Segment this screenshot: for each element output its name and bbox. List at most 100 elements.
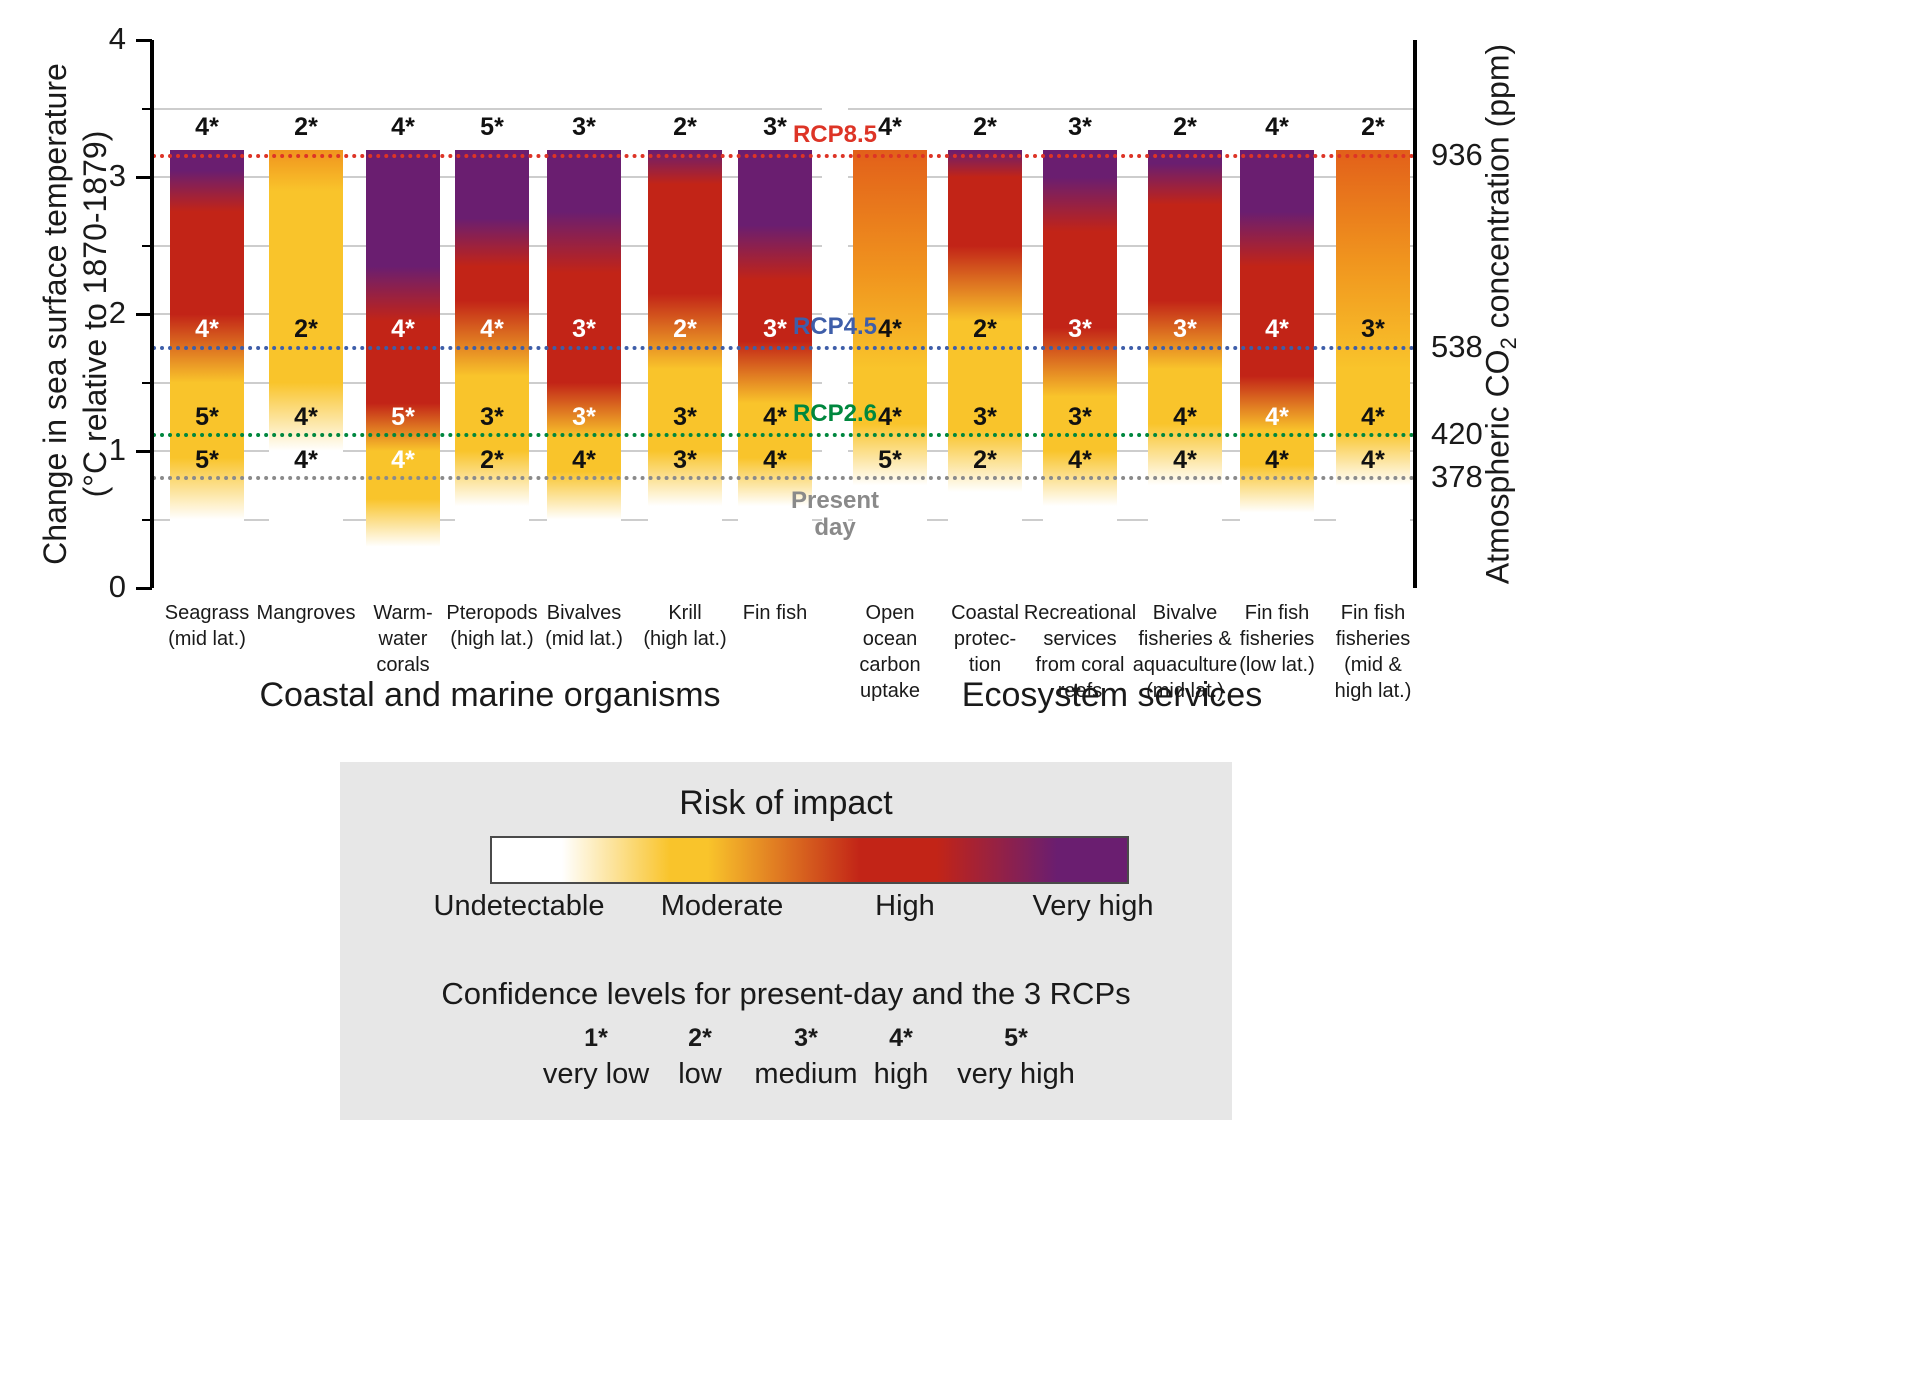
confidence-label: 4* — [1173, 445, 1197, 474]
legend-label-undetectable: Undetectable — [433, 890, 605, 922]
bar-coastal-protec-tion: 2* 2* 3* 2* — [948, 40, 1022, 588]
group-label-organisms: Coastal and marine organisms — [259, 676, 721, 714]
x-axis-label-line: Mangroves — [256, 602, 356, 624]
rcp-label: RCP4.5 — [792, 313, 878, 341]
confidence-label: 3* — [973, 403, 997, 432]
confidence-label: 4* — [1265, 112, 1289, 141]
rcp-label-line: Present — [790, 487, 880, 515]
rcp-line-present-day — [152, 476, 1415, 481]
x-axis-label-line: Coastal — [951, 602, 1019, 624]
confidence-label: 4* — [878, 315, 902, 344]
x-axis-label: Coastal protec-tion — [951, 600, 1019, 678]
bar-bivalves-mid-lat-: 3* 3* 3* 4* — [547, 40, 621, 588]
y-axis-major-tick — [136, 175, 152, 179]
confidence-label: 5* — [480, 112, 504, 141]
confidence-label: 3* — [1068, 315, 1092, 344]
confidence-label: 4* — [878, 112, 902, 141]
confidence-label: 4* — [391, 445, 415, 474]
rcp-label: Present day — [790, 487, 880, 541]
gridline — [848, 381, 1415, 384]
confidence-label: 4* — [391, 112, 415, 141]
y-axis-minor-tick — [142, 381, 152, 384]
confidence-label: 2* — [973, 315, 997, 344]
confidence-label: 3* — [1361, 315, 1385, 344]
y2-title-pre: Atmospheric CO — [1479, 349, 1516, 585]
x-axis-label-line: Fin fish — [742, 602, 808, 624]
confidence-label: 5* — [195, 445, 219, 474]
bar-fill — [948, 149, 1022, 588]
x-axis-label: Pteropods (high lat.) — [446, 600, 537, 652]
confidence-code: 1* — [584, 1024, 608, 1052]
x-axis-label-line: aquaculture — [1132, 654, 1238, 676]
confidence-label: 2* — [294, 112, 318, 141]
legend-label-moderate: Moderate — [660, 890, 784, 922]
confidence-item: 1* very low — [543, 1024, 649, 1091]
bar-warm-water-corals: 4* 4* 5* 4* — [366, 40, 440, 588]
legend-title: Risk of impact — [679, 784, 893, 822]
bar-bivalve-fisheries-aquaculture-mid-lat-: 2* 3* 4* 4* — [1148, 40, 1222, 588]
confidence-item: 4* high — [874, 1024, 929, 1091]
x-axis-label: Warm-water corals — [373, 600, 432, 678]
x-axis-label-line: Bivalve — [1152, 602, 1218, 624]
confidence-level-label: low — [678, 1058, 722, 1090]
y-axis-tick-label: 2 — [108, 295, 126, 330]
y-axis-tick-label: 4 — [108, 21, 126, 56]
x-axis-label-line: (mid lat.) — [168, 628, 246, 650]
bar-fin-fish-fisheries-low-lat-: 4* 4* 4* 4* — [1240, 40, 1314, 588]
x-axis-label-line: carbon — [859, 654, 921, 676]
confidence-label: 4* — [195, 315, 219, 344]
bar-fill — [1240, 149, 1314, 588]
bar-fill — [366, 149, 440, 588]
confidence-label: 2* — [294, 315, 318, 344]
confidence-label: 3* — [572, 403, 596, 432]
confidence-item: 5* very high — [957, 1024, 1075, 1091]
confidence-title: Confidence levels for present-day and th… — [441, 976, 1131, 1011]
x-axis-label-line: from coral — [1035, 654, 1125, 676]
confidence-label: 4* — [1361, 403, 1385, 432]
x-axis-label-line: fisheries — [1335, 628, 1411, 650]
confidence-label: 4* — [572, 445, 596, 474]
confidence-label: 2* — [673, 315, 697, 344]
confidence-label: 2* — [973, 112, 997, 141]
x-axis-label-line: Pteropods — [446, 602, 538, 624]
bar-seagrass-mid-lat-: 4* 4* 5* 5* — [170, 40, 244, 588]
confidence-item: 3* medium — [754, 1024, 857, 1091]
bar-fin-fish-fisheries-mid-high-lat-: 2* 3* 4* 4* — [1336, 40, 1410, 588]
confidence-label: 4* — [878, 403, 902, 432]
y2-title-post: concentration (ppm) — [1479, 43, 1516, 338]
bar-open-ocean-carbon-uptake: 4* 4* 4* 5* — [853, 40, 927, 588]
confidence-label: 4* — [195, 112, 219, 141]
gridline — [848, 176, 1415, 178]
x-axis-label-line: Open — [865, 602, 915, 624]
co2-axis-value: 378 — [1431, 459, 1483, 495]
co2-axis-value: 538 — [1431, 329, 1483, 365]
confidence-item: 2* low — [678, 1024, 722, 1091]
co2-axis-value: 936 — [1431, 137, 1483, 173]
gridline — [152, 107, 822, 110]
gridline — [848, 107, 1415, 110]
x-axis-label-line: services — [1043, 628, 1117, 650]
confidence-code: 2* — [688, 1024, 712, 1052]
confidence-label: 4* — [1265, 445, 1289, 474]
x-axis-label: Fin fish — [743, 600, 807, 626]
x-axis-label-line: reefs — [1057, 680, 1103, 702]
x-axis-label: Open ocean carbon uptake — [859, 600, 920, 704]
legend-box: Risk of impact Undetectable Moderate Hig… — [340, 762, 1232, 1120]
y-axis-tick-label: 3 — [108, 158, 126, 193]
x-axis-label-line: Fin fish — [1244, 602, 1310, 624]
gridline — [848, 450, 1415, 452]
x-axis-label-line: (mid & — [1344, 654, 1402, 676]
bar-pteropods-high-lat-: 5* 4* 3* 2* — [455, 40, 529, 588]
confidence-label: 3* — [572, 315, 596, 344]
confidence-label: 4* — [1265, 315, 1289, 344]
y2-title-sub: 2 — [1496, 337, 1522, 350]
group-label-services: Ecosystem services — [961, 676, 1263, 714]
x-axis-label-line: (high lat.) — [450, 628, 534, 650]
x-axis-label-line: (mid lat.) — [545, 628, 623, 650]
bar-fill — [547, 149, 621, 588]
bar-fill — [1043, 149, 1117, 588]
confidence-label: 2* — [480, 445, 504, 474]
confidence-label: 4* — [1173, 403, 1197, 432]
bar-fill — [170, 149, 244, 588]
